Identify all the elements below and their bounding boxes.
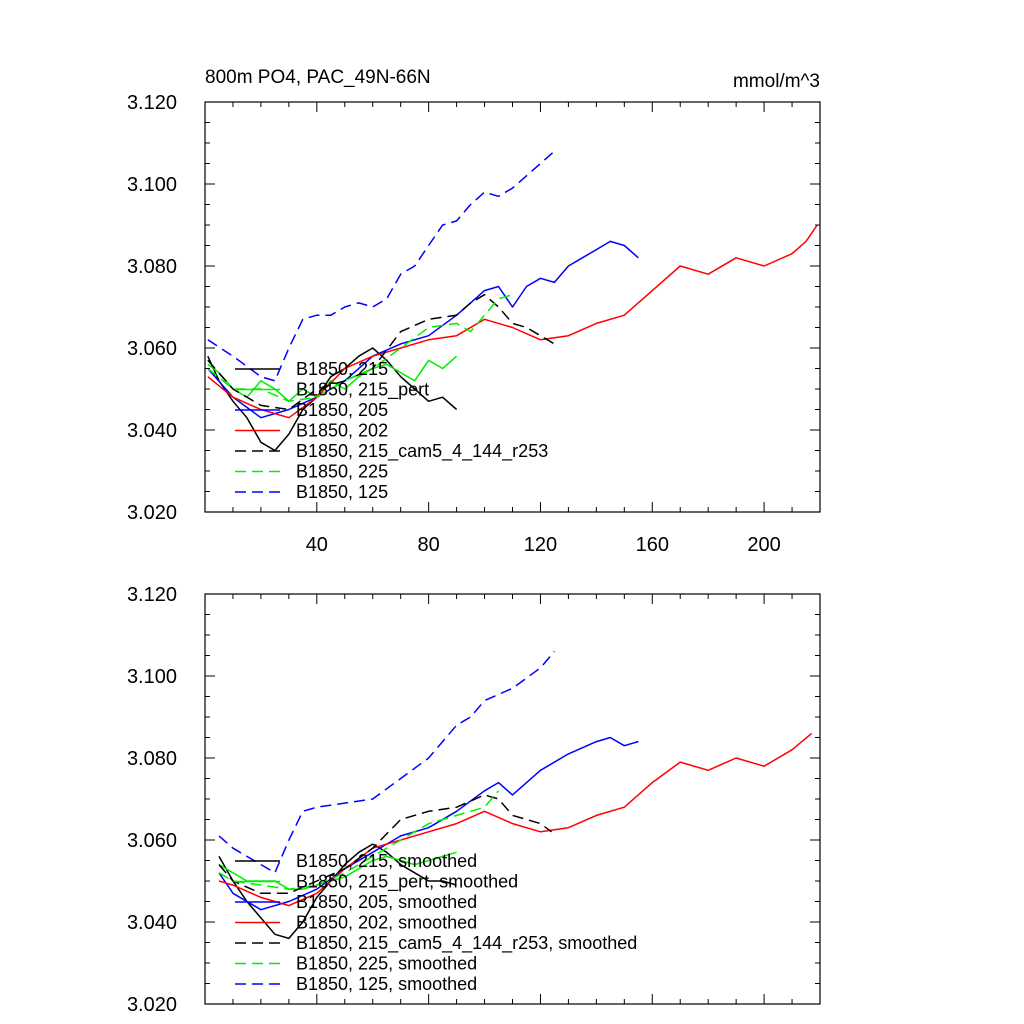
x-tick-label: 120 [524,534,557,556]
series-line-6 [207,293,513,403]
series-line-1 [207,347,458,452]
legend-label-5: B1850, 215_cam5_4_144_r253 [296,441,548,462]
legend-label-7: B1850, 125, smoothed [296,974,477,994]
top-panel: 800m PO4, PAC_49N-66N mmol/m^3 3.020 3.04… [127,67,821,556]
x-tick-label: 80 [418,534,440,556]
y-tick-label: 3.020 [127,502,177,524]
y-tick-label: 3.120 [127,92,177,114]
y-tick-label: 3.080 [127,748,177,770]
series-line-7 [207,150,555,382]
y-tick-label: 3.060 [127,338,177,360]
series-line-7 [218,650,555,874]
legend-label-4: B1850, 202 [296,421,388,441]
y-tick-label: 3.120 [127,584,177,606]
y-tick-label: 3.080 [127,256,177,278]
bottom-panel: 3.020 3.040 3.060 3.080 3.100 3.120 B1850, 21… [127,584,821,1016]
series-line-3 [218,736,639,911]
y-tick-label: 3.100 [127,666,177,688]
legend-label-2: B1850, 215_pert [296,380,429,401]
legend-label-6: B1850, 225 [296,462,388,482]
legend-label-3: B1850, 205, smoothed [296,892,477,912]
y-tick-label: 3.020 [127,994,177,1016]
legend-label-6: B1850, 225, smoothed [296,954,477,974]
series-layer [207,150,818,452]
legend-label-2: B1850, 215_pert, smoothed [296,872,518,893]
series-line-3 [207,240,639,419]
y-tick-label: 3.060 [127,830,177,852]
legend-label-1: B1850, 215, smoothed [296,851,477,871]
y-tick-label: 3.100 [127,174,177,196]
series-line-1 [218,843,457,940]
series-line-5 [218,794,553,895]
legend-label-7: B1850, 125 [296,482,388,502]
series-layer [218,650,813,940]
series-line-6 [218,790,500,890]
y-tick-label: 3.040 [127,420,177,442]
legend-label-4: B1850, 202, smoothed [296,913,477,933]
x-tick-label: 200 [747,534,780,556]
x-tick-label: 160 [636,534,669,556]
series-line-4 [207,224,818,419]
units-label: mmol/m^3 [733,71,820,92]
ticks-layer: 3.020 3.040 3.060 3.080 3.100 3.120 40 80 120 160… [127,92,821,556]
y-tick-label: 3.040 [127,912,177,934]
legend-label-3: B1850, 205 [296,400,388,420]
legend-label-1: B1850, 215 [296,359,388,379]
legend-label-5: B1850, 215_cam5_4_144_r253, smoothed [296,933,637,954]
x-tick-label: 40 [306,534,328,556]
series-line-5 [207,293,555,411]
series-line-4 [218,732,813,907]
chart-title: 800m PO4, PAC_49N-66N [205,67,431,88]
ticks-layer: 3.020 3.040 3.060 3.080 3.100 3.120 [127,584,821,1016]
